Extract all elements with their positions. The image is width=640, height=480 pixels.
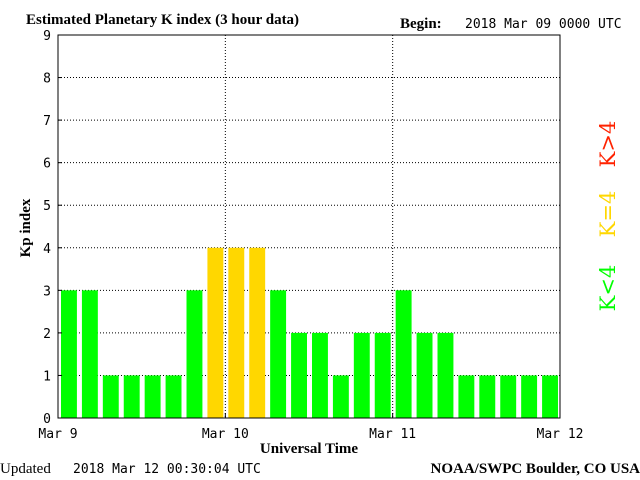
bar: [81, 290, 98, 418]
bar: [186, 290, 203, 418]
updated-label: Updated: [0, 461, 51, 477]
x-tick-labels: Mar 9 Mar 10 Mar 11 Mar 12: [38, 413, 583, 442]
bar: [521, 375, 538, 418]
x-tick-label: Mar 11: [369, 427, 416, 442]
bar: [353, 332, 370, 418]
y-tick-label: 4: [43, 242, 51, 257]
bar: [312, 332, 328, 418]
bar: [542, 375, 558, 418]
begin-value: 2018 Mar 09 0000 UTC: [465, 17, 622, 32]
y-tick-label: 7: [43, 114, 51, 129]
credit: NOAA/SWPC Boulder, CO USA: [431, 461, 640, 477]
y-tick-label: 6: [43, 157, 51, 172]
bar: [479, 375, 496, 418]
legend-item: K>4: [596, 121, 620, 168]
bar: [458, 375, 475, 418]
bar: [249, 247, 266, 418]
y-tick-label: 9: [43, 29, 51, 44]
y-tick-label: 0: [43, 412, 51, 427]
legend: K<4 K=4 K>4: [596, 121, 620, 312]
bars: [61, 247, 558, 418]
bar: [416, 332, 433, 418]
x-tick-label: Mar 12: [537, 427, 584, 442]
x-tick-label: Mar 9: [38, 427, 77, 442]
begin-label: Begin:: [400, 16, 442, 32]
bar: [102, 375, 119, 418]
y-tick-label: 5: [43, 199, 51, 214]
y-tick-labels: 0 1 2 3 4 5 6 7 8 9: [43, 29, 62, 427]
updated-value: 2018 Mar 12 00:30:04 UTC: [73, 462, 261, 477]
x-tick-label: Mar 10: [202, 427, 249, 442]
plot-frame: [57, 34, 561, 419]
y-tick-label: 3: [43, 284, 51, 299]
y-axis-label: Kp index: [18, 198, 34, 257]
bar: [123, 375, 140, 418]
y-tick-label: 8: [43, 72, 51, 87]
bar: [228, 247, 245, 418]
chart-title: Estimated Planetary K index (3 hour data…: [26, 12, 299, 28]
y-tick-label: 2: [43, 327, 51, 342]
bar: [374, 332, 391, 418]
bar: [61, 290, 77, 418]
y-tick-label: 1: [43, 369, 51, 384]
x-axis-label: Universal Time: [260, 441, 359, 457]
bar: [332, 375, 349, 418]
bar: [144, 375, 161, 418]
bar: [437, 332, 454, 418]
bar: [165, 375, 182, 418]
legend-item: K=4: [596, 191, 620, 238]
grid-lines: [58, 35, 560, 418]
legend-item: K<4: [596, 265, 620, 312]
bar: [500, 375, 517, 418]
bar: [270, 290, 287, 418]
bar: [207, 247, 224, 418]
bar: [291, 332, 307, 418]
bar: [395, 290, 412, 418]
